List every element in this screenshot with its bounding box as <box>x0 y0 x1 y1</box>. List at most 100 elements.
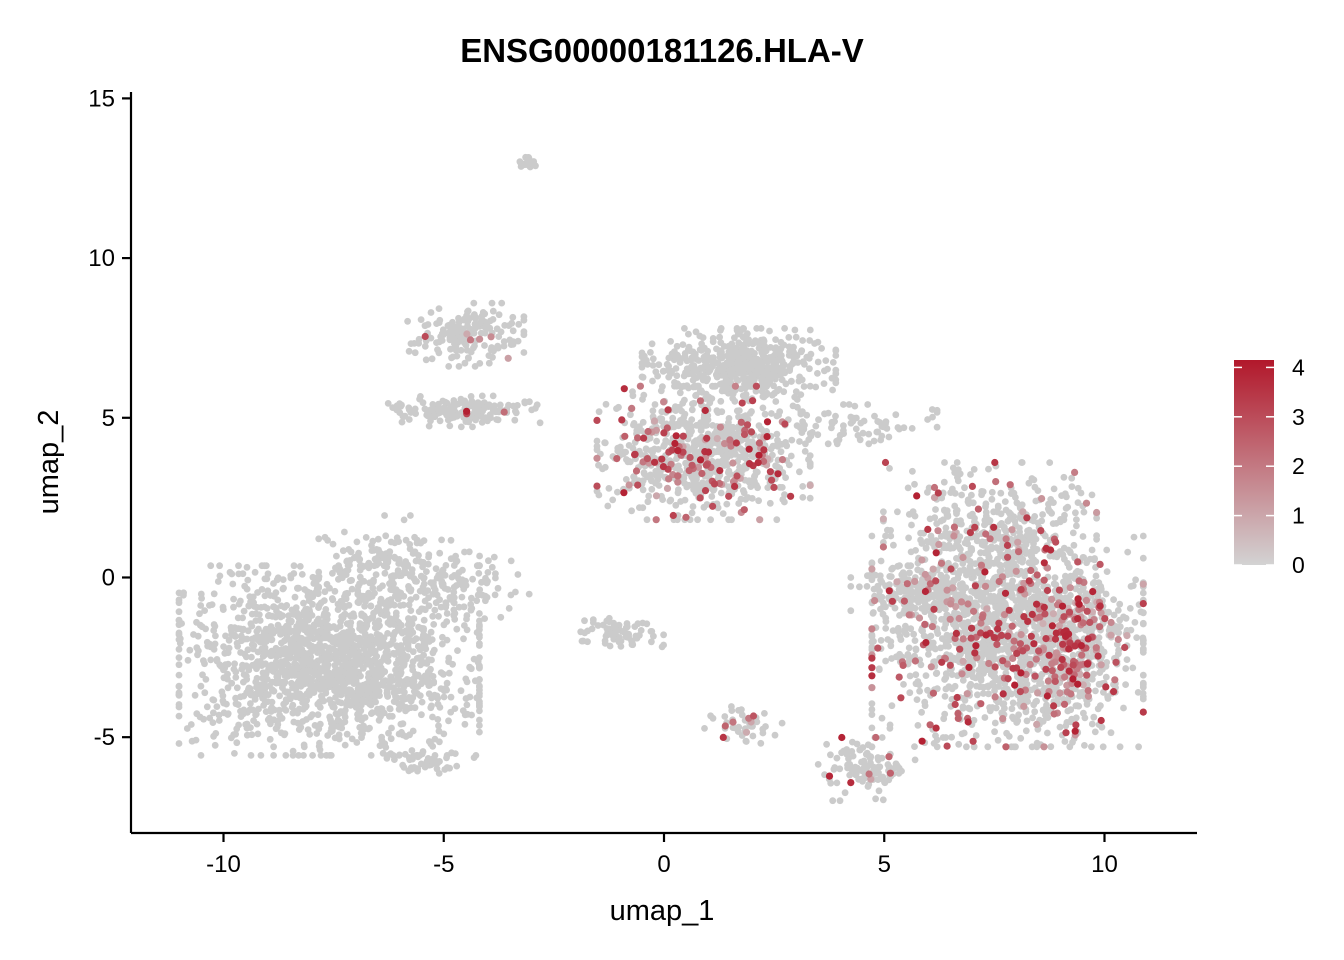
cell-point <box>383 754 391 762</box>
cell-point <box>429 673 437 680</box>
cell-point <box>988 612 996 619</box>
cell-point <box>649 377 656 385</box>
cell-point <box>495 311 503 319</box>
cell-point <box>196 713 204 721</box>
cell-point <box>360 681 367 689</box>
cell-point <box>886 721 894 729</box>
cell-point <box>470 299 478 307</box>
cell-point <box>799 483 807 490</box>
cell-point <box>997 489 1005 497</box>
cell-point <box>460 603 468 611</box>
cell-point <box>703 421 711 429</box>
cell-point <box>991 728 998 736</box>
cell-point <box>581 617 588 625</box>
cell-point <box>409 727 417 735</box>
cell-point <box>631 623 639 630</box>
cell-point <box>914 722 922 729</box>
cell-point <box>264 570 272 578</box>
cell-point <box>262 708 270 715</box>
cell-point <box>411 548 419 556</box>
cell-point <box>391 756 398 763</box>
cell-point <box>486 317 494 325</box>
cell-point <box>383 687 391 695</box>
cell-point <box>828 420 836 427</box>
cell-point <box>408 747 416 754</box>
cell-point <box>411 349 419 357</box>
cell-point <box>1009 713 1016 721</box>
cell-point <box>416 692 424 699</box>
cell-point <box>640 391 648 399</box>
cell-point <box>473 562 481 570</box>
cell-point <box>655 482 663 489</box>
cell-point <box>1102 673 1110 681</box>
cell-point <box>231 750 238 757</box>
cell-point <box>805 456 812 463</box>
cell-point <box>287 572 295 579</box>
cell-point <box>478 392 486 400</box>
cell-point <box>868 700 876 707</box>
cell-point <box>354 587 362 595</box>
cell-point <box>481 310 489 318</box>
cell-point <box>377 713 384 720</box>
cell-point <box>1091 728 1099 736</box>
cell-point <box>420 616 428 624</box>
cell-point <box>414 765 422 772</box>
cell-point <box>716 366 723 374</box>
cell-point <box>460 635 467 643</box>
cell-point <box>285 649 292 656</box>
cell-point <box>479 407 486 415</box>
cell-point <box>647 628 655 635</box>
cell-point <box>332 668 339 676</box>
cell-point <box>491 591 499 599</box>
cell-point <box>291 641 299 648</box>
cell-point <box>933 736 941 744</box>
cell-point <box>867 753 875 761</box>
cell-point <box>436 596 443 604</box>
cell-point <box>474 399 482 407</box>
cell-point <box>643 356 650 364</box>
cell-point <box>234 701 242 708</box>
cell-point <box>895 764 903 772</box>
cell-point <box>894 424 902 431</box>
cell-point <box>208 601 216 608</box>
cell-point <box>292 654 299 662</box>
cell-point <box>240 607 248 615</box>
cell-point <box>497 328 505 336</box>
cell-point <box>718 354 726 362</box>
cell-point <box>584 638 591 646</box>
cell-point <box>450 335 458 343</box>
cell-point <box>1022 727 1030 735</box>
cell-point <box>429 612 437 620</box>
cell-point <box>228 570 236 578</box>
cell-point <box>335 735 343 743</box>
cell-point <box>300 639 308 646</box>
cell-point <box>833 754 841 762</box>
cell-point <box>685 330 692 338</box>
cell-point <box>731 334 738 342</box>
cell-point <box>373 607 380 614</box>
cell-point <box>332 564 339 572</box>
cell-point <box>396 751 403 759</box>
cell-point <box>868 643 876 651</box>
cell-point <box>832 347 840 355</box>
cell-point <box>806 494 814 502</box>
cell-point <box>959 677 967 684</box>
cell-point <box>314 700 322 708</box>
cell-point <box>279 585 287 593</box>
cell-point <box>802 440 809 448</box>
cell-point <box>343 589 351 597</box>
cell-point <box>376 641 383 649</box>
cell-point <box>691 353 699 361</box>
cell-point <box>344 663 352 671</box>
cell-point <box>380 551 388 559</box>
cell-point <box>667 338 674 345</box>
cell-point <box>460 585 468 593</box>
cell-point <box>421 405 429 413</box>
cell-point <box>230 595 238 603</box>
cell-point <box>643 516 651 524</box>
cell-point <box>477 329 485 337</box>
cell-point <box>455 314 462 322</box>
cell-point <box>347 635 355 643</box>
cell-point <box>260 702 267 709</box>
cell-point <box>709 338 717 346</box>
